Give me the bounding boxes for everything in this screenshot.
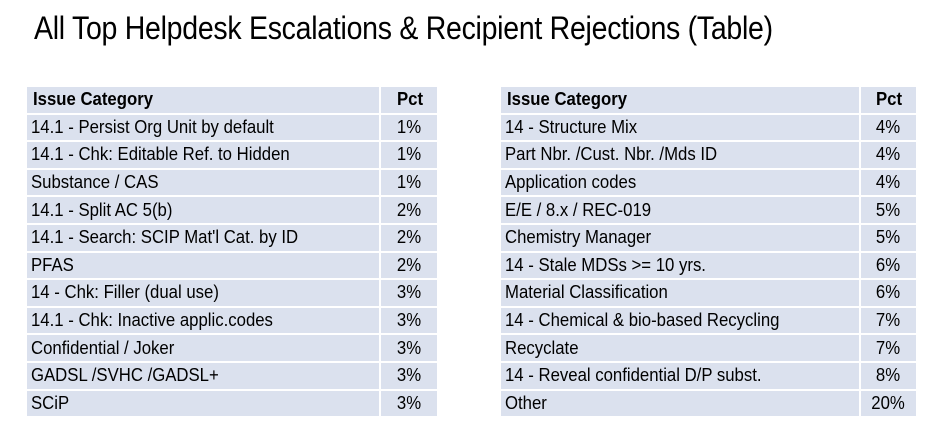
- issue-category-cell: 14.1 - Chk: Editable Ref. to Hidden: [27, 142, 381, 168]
- pct-cell: 3%: [381, 307, 437, 334]
- table-header-row: Issue Category Pct: [27, 87, 437, 113]
- pct-cell: 3%: [381, 362, 437, 389]
- table-row: Application codes 4%: [501, 169, 916, 196]
- issue-category-cell: 14 - Chemical & bio-based Recycling: [501, 307, 861, 334]
- issue-category-cell: Part Nbr. /Cust. Nbr. /Mds ID: [501, 142, 861, 168]
- issue-category-cell: 14.1 - Chk: Inactive applic.codes: [27, 307, 381, 334]
- issue-category-cell: 14 - Structure Mix: [501, 114, 861, 141]
- issue-category-cell: Confidential / Joker: [27, 335, 381, 361]
- issue-category-cell: Chemistry Manager: [501, 224, 861, 251]
- issue-category-cell: Material Classification: [501, 280, 861, 306]
- pct-cell: 4%: [861, 114, 916, 141]
- pct-cell: 7%: [861, 335, 916, 361]
- table-row: 14.1 - Split AC 5(b) 2%: [27, 197, 437, 223]
- pct-cell: 1%: [381, 142, 437, 168]
- issue-category-cell: SCiP: [27, 390, 381, 417]
- table-row: 14.1 - Chk: Editable Ref. to Hidden 1%: [27, 142, 437, 168]
- issue-category-cell: Other: [501, 390, 861, 417]
- pct-cell: 6%: [861, 280, 916, 306]
- issue-category-cell: Application codes: [501, 169, 861, 196]
- issue-table-left: Issue Category Pct 14.1 - Persist Org Un…: [27, 85, 437, 418]
- pct-cell: 5%: [861, 224, 916, 251]
- issue-category-cell: 14 - Stale MDSs >= 10 yrs.: [501, 252, 861, 279]
- table-row: Recyclate 7%: [501, 335, 916, 361]
- column-header-issue-category: Issue Category: [501, 87, 861, 113]
- pct-cell: 2%: [381, 224, 437, 251]
- issue-category-cell: GADSL /SVHC /GADSL+: [27, 362, 381, 389]
- pct-cell: 20%: [861, 390, 916, 417]
- pct-cell: 2%: [381, 197, 437, 223]
- table-row: Chemistry Manager 5%: [501, 224, 916, 251]
- pct-cell: 7%: [861, 307, 916, 334]
- table-row: SCiP 3%: [27, 390, 437, 417]
- pct-cell: 8%: [861, 362, 916, 389]
- table-row: 14 - Stale MDSs >= 10 yrs. 6%: [501, 252, 916, 279]
- table-row: 14.1 - Persist Org Unit by default 1%: [27, 114, 437, 141]
- column-header-pct: Pct: [861, 87, 916, 113]
- pct-cell: 5%: [861, 197, 916, 223]
- table-row: 14.1 - Search: SCIP Mat'l Cat. by ID 2%: [27, 224, 437, 251]
- table-row: Substance / CAS 1%: [27, 169, 437, 196]
- table-row: 14 - Chk: Filler (dual use) 3%: [27, 280, 437, 306]
- column-header-pct: Pct: [381, 87, 437, 113]
- issue-category-cell: E/E / 8.x / REC-019: [501, 197, 861, 223]
- page-title: All Top Helpdesk Escalations & Recipient…: [34, 10, 773, 46]
- table-row: Part Nbr. /Cust. Nbr. /Mds ID 4%: [501, 142, 916, 168]
- issue-table-right: Issue Category Pct 14 - Structure Mix 4% P…: [501, 85, 916, 418]
- pct-cell: 3%: [381, 335, 437, 361]
- table-row: 14 - Reveal confidential D/P subst. 8%: [501, 362, 916, 389]
- pct-cell: 2%: [381, 252, 437, 279]
- issue-category-cell: Substance / CAS: [27, 169, 381, 196]
- table-row: E/E / 8.x / REC-019 5%: [501, 197, 916, 223]
- issue-category-cell: 14.1 - Split AC 5(b): [27, 197, 381, 223]
- pct-cell: 1%: [381, 169, 437, 196]
- table-row: Material Classification 6%: [501, 280, 916, 306]
- table-row: GADSL /SVHC /GADSL+ 3%: [27, 362, 437, 389]
- pct-cell: 4%: [861, 142, 916, 168]
- pct-cell: 6%: [861, 252, 916, 279]
- table-row: 14 - Chemical & bio-based Recycling 7%: [501, 307, 916, 334]
- issue-category-cell: 14 - Reveal confidential D/P subst.: [501, 362, 861, 389]
- table-row: Confidential / Joker 3%: [27, 335, 437, 361]
- table-row: 14 - Structure Mix 4%: [501, 114, 916, 141]
- pct-cell: 1%: [381, 114, 437, 141]
- issue-category-cell: 14 - Chk: Filler (dual use): [27, 280, 381, 306]
- issue-category-cell: PFAS: [27, 252, 381, 279]
- table-row: PFAS 2%: [27, 252, 437, 279]
- pct-cell: 4%: [861, 169, 916, 196]
- table-row: Other 20%: [501, 390, 916, 417]
- table-row: 14.1 - Chk: Inactive applic.codes 3%: [27, 307, 437, 334]
- column-header-issue-category: Issue Category: [27, 87, 381, 113]
- issue-category-cell: 14.1 - Persist Org Unit by default: [27, 114, 381, 141]
- issue-category-cell: 14.1 - Search: SCIP Mat'l Cat. by ID: [27, 224, 381, 251]
- pct-cell: 3%: [381, 280, 437, 306]
- issue-category-cell: Recyclate: [501, 335, 861, 361]
- pct-cell: 3%: [381, 390, 437, 417]
- table-header-row: Issue Category Pct: [501, 87, 916, 113]
